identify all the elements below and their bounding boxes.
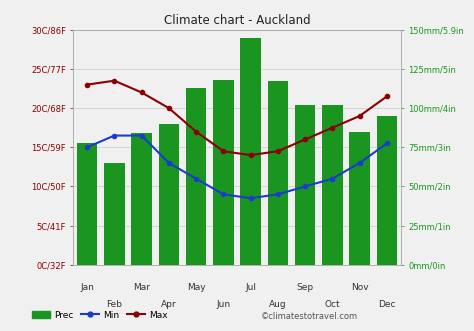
Bar (213, 80, 234, 265)
Text: Jun: Jun (216, 300, 230, 308)
Bar (77, 143, 97, 265)
Bar (159, 124, 179, 265)
Text: Oct: Oct (325, 300, 340, 308)
Text: Jul: Jul (245, 283, 256, 292)
Bar (322, 105, 343, 265)
Bar (104, 163, 125, 265)
Text: ©climatestotravel.com: ©climatestotravel.com (261, 312, 358, 321)
Bar (377, 116, 397, 265)
Bar (186, 88, 206, 265)
Text: Aug: Aug (269, 300, 287, 308)
Bar (349, 132, 370, 265)
Text: Apr: Apr (161, 300, 177, 308)
Legend: Prec, Min, Max: Prec, Min, Max (28, 307, 172, 323)
Text: Dec: Dec (378, 300, 396, 308)
Text: Mar: Mar (133, 283, 150, 292)
Bar (295, 105, 315, 265)
Text: May: May (187, 283, 205, 292)
Text: Jan: Jan (80, 283, 94, 292)
Bar (240, 38, 261, 265)
Text: Sep: Sep (297, 283, 314, 292)
Text: Nov: Nov (351, 283, 368, 292)
Bar (131, 133, 152, 265)
Bar (268, 81, 288, 265)
Title: Climate chart - Auckland: Climate chart - Auckland (164, 14, 310, 27)
Text: Feb: Feb (106, 300, 122, 308)
